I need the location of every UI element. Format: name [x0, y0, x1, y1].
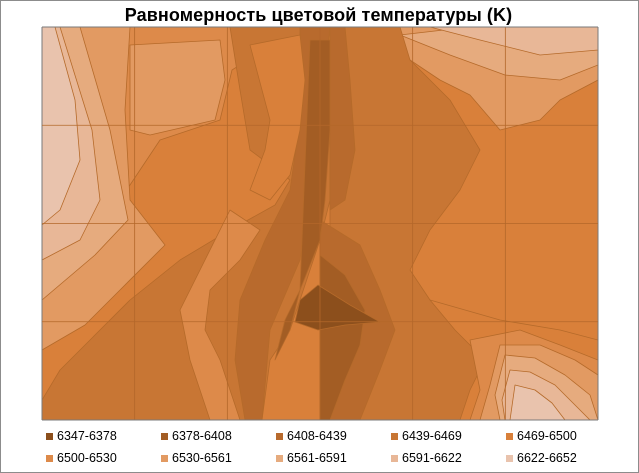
legend-item: 6530-6561	[161, 447, 276, 469]
contour-band-6622-6652	[509, 384, 566, 420]
legend-swatch	[161, 432, 168, 440]
legend-label: 6469-6500	[517, 429, 577, 443]
contour-band-6591-6622	[429, 27, 598, 56]
legend-swatch	[46, 432, 53, 440]
legend-label: 6591-6622	[402, 451, 462, 465]
legend-item: 6500-6530	[46, 447, 161, 469]
legend-item: 6408-6439	[276, 425, 391, 447]
legend-label: 6408-6439	[287, 429, 347, 443]
legend-label: 6500-6530	[57, 451, 117, 465]
legend-item: 6622-6652	[506, 447, 621, 469]
legend-label: 6561-6591	[287, 451, 347, 465]
legend-swatch	[506, 454, 513, 462]
contour-band-6408-6439	[329, 27, 356, 211]
legend-swatch	[161, 454, 168, 462]
legend-swatch	[391, 432, 398, 440]
legend-item: 6439-6469	[391, 425, 506, 447]
legend-item: 6347-6378	[46, 425, 161, 447]
legend-swatch	[276, 454, 283, 462]
legend-label: 6347-6378	[57, 429, 117, 443]
contour-band-6469-6500	[249, 34, 306, 201]
legend: 6347-6378 6378-6408 6408-6439 6439-6469 6469…	[46, 425, 606, 469]
legend-label: 6439-6469	[402, 429, 462, 443]
legend-swatch	[46, 454, 53, 462]
legend-swatch	[506, 432, 513, 440]
legend-swatch	[391, 454, 398, 462]
contour-band-6530-6561	[129, 39, 226, 136]
chart-title: Равномерность цветовой температуры (K)	[124, 5, 513, 25]
contour-band-6622-6652	[42, 27, 81, 226]
contour-band-6347-6378	[294, 284, 381, 331]
legend-item: 6561-6591	[276, 447, 391, 469]
legend-label: 6530-6561	[172, 451, 232, 465]
legend-item: 6469-6500	[506, 425, 621, 447]
legend-item: 6591-6622	[391, 447, 506, 469]
legend-label: 6378-6408	[172, 429, 232, 443]
contour-band-6500-6530	[179, 209, 261, 420]
legend-label: 6622-6652	[517, 451, 577, 465]
legend-swatch	[276, 432, 283, 440]
legend-item: 6378-6408	[161, 425, 276, 447]
contour-band-6378-6408	[274, 39, 331, 361]
